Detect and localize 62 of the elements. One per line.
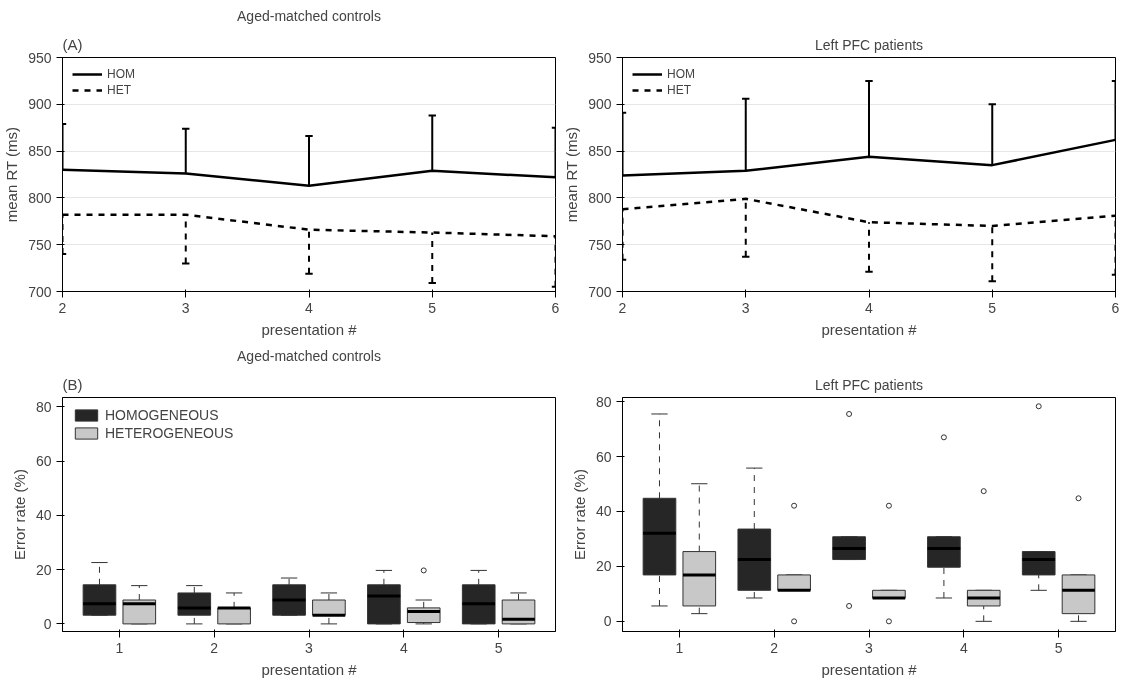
x-axis-title: presentation # <box>261 660 358 678</box>
x-tick-label: 3 <box>741 299 750 316</box>
x-tick-label: 4 <box>865 299 874 316</box>
legend-label: HOM <box>667 67 695 81</box>
chart-title: Aged-matched controls <box>237 7 381 24</box>
y-tick-label: 900 <box>28 96 52 113</box>
y-tick-label: 750 <box>28 236 52 253</box>
chart-title: Left PFC patients <box>814 376 924 393</box>
x-tick-label: 5 <box>428 299 437 316</box>
y-tick-label: 20 <box>35 561 52 578</box>
y-tick-label: 60 <box>35 453 52 470</box>
x-tick-label: 2 <box>58 299 67 316</box>
y-tick-label: 80 <box>595 393 612 410</box>
x-tick-label: 6 <box>1111 299 1120 316</box>
x-tick-label: 2 <box>210 639 219 656</box>
y-axis-title: mean RT (ms) <box>563 126 581 223</box>
y-tick-label: 0 <box>43 615 52 632</box>
text: (A) <box>62 35 83 53</box>
x-tick-label: 1 <box>115 639 124 656</box>
y-tick-label: 700 <box>588 283 612 300</box>
x-tick-label: 6 <box>551 299 560 316</box>
x-axis-title: presentation # <box>261 320 358 338</box>
text: (B) <box>62 375 83 393</box>
x-tick-label: 5 <box>1054 639 1063 656</box>
y-axis-title: Error rate (%) <box>10 469 28 560</box>
y-tick-label: 850 <box>28 143 52 160</box>
legend-label: HET <box>667 83 691 97</box>
legend-label: HOMOGENEOUS <box>105 407 219 423</box>
y-tick-label: 40 <box>595 503 612 520</box>
legend-label: HETEROGENEOUS <box>105 425 234 441</box>
chart-title: Left PFC patients <box>814 36 924 53</box>
x-tick-label: 5 <box>494 639 503 656</box>
legend-label: HET <box>107 83 131 97</box>
y-tick-label: 950 <box>588 49 612 66</box>
x-tick-label: 3 <box>305 639 314 656</box>
y-tick-label: 80 <box>35 398 52 415</box>
y-tick-label: 800 <box>28 189 52 206</box>
x-tick-label: 4 <box>399 639 408 656</box>
y-tick-label: 900 <box>588 96 612 113</box>
y-tick-label: 0 <box>603 613 612 630</box>
y-tick-label: 20 <box>595 558 612 575</box>
x-tick-label: 3 <box>181 299 190 316</box>
y-tick-label: 40 <box>35 507 52 524</box>
y-tick-label: 800 <box>588 189 612 206</box>
x-tick-label: 4 <box>959 639 968 656</box>
x-tick-label: 5 <box>988 299 997 316</box>
y-axis-title: mean RT (ms) <box>3 126 21 223</box>
x-tick-label: 1 <box>675 639 684 656</box>
y-tick-label: 750 <box>588 236 612 253</box>
x-tick-label: 2 <box>618 299 627 316</box>
y-tick-label: 950 <box>28 49 52 66</box>
chart-title: Aged-matched controls <box>237 347 381 364</box>
x-tick-label: 4 <box>305 299 314 316</box>
x-tick-label: 3 <box>865 639 874 656</box>
x-tick-label: 2 <box>770 639 779 656</box>
y-tick-label: 60 <box>595 448 612 465</box>
legend-label: HOM <box>107 67 135 81</box>
x-axis-title: presentation # <box>821 660 918 678</box>
y-axis-title: Error rate (%) <box>570 469 588 560</box>
x-axis-title: presentation # <box>821 320 918 338</box>
y-tick-label: 700 <box>28 283 52 300</box>
y-tick-label: 850 <box>588 143 612 160</box>
